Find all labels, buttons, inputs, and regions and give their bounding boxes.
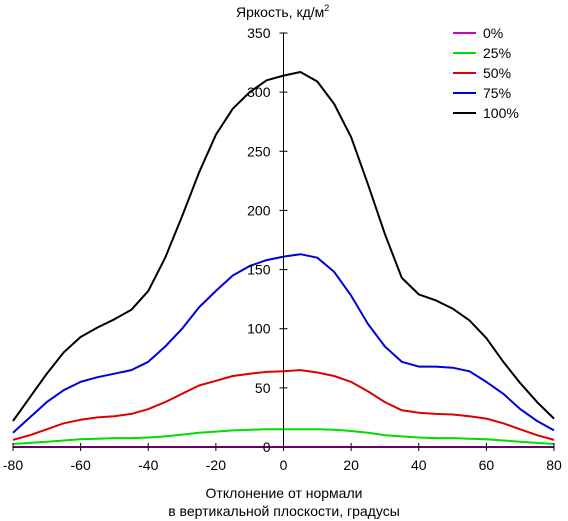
y-tick-label: 300 bbox=[247, 84, 271, 100]
x-axis-title-line1: Отклонение от нормали bbox=[206, 485, 363, 501]
legend-label: 100% bbox=[483, 105, 519, 121]
x-tick-label: -20 bbox=[206, 457, 226, 473]
axes bbox=[12, 32, 555, 451]
y-axis-title: Яркость, кд/м2 bbox=[236, 3, 329, 20]
x-tick-label: 20 bbox=[343, 457, 359, 473]
y-tick-label: 150 bbox=[247, 262, 271, 278]
y-tick-label: 50 bbox=[255, 380, 271, 396]
legend-label: 0% bbox=[483, 25, 503, 41]
x-axis-title-line2: в вертикальной плоскости, градусы bbox=[168, 503, 400, 519]
x-tick-label: 60 bbox=[479, 457, 495, 473]
y-tick-label: 0 bbox=[263, 439, 271, 455]
y-tick-label: 200 bbox=[247, 202, 271, 218]
x-tick-label: -80 bbox=[3, 457, 23, 473]
legend-label: 25% bbox=[483, 45, 511, 61]
y-axis-title-superscript: 2 bbox=[324, 3, 329, 13]
y-tick-label: 350 bbox=[247, 25, 271, 41]
y-tick-label: 100 bbox=[247, 321, 271, 337]
x-tick-label: 40 bbox=[411, 457, 427, 473]
x-tick-label: -60 bbox=[71, 457, 91, 473]
x-tick-label: 80 bbox=[546, 457, 562, 473]
legend: 0% 25% 50% 75% 100% bbox=[453, 25, 519, 121]
x-tick-label: -40 bbox=[138, 457, 158, 473]
y-tick-label: 250 bbox=[247, 143, 271, 159]
legend-label: 75% bbox=[483, 85, 511, 101]
legend-label: 50% bbox=[483, 65, 511, 81]
tick-labels: 0 50 100 150 200 250 300 350 -80 -60 -40 -20 0 20 40 60… bbox=[3, 25, 562, 473]
x-tick-label: 0 bbox=[280, 457, 288, 473]
